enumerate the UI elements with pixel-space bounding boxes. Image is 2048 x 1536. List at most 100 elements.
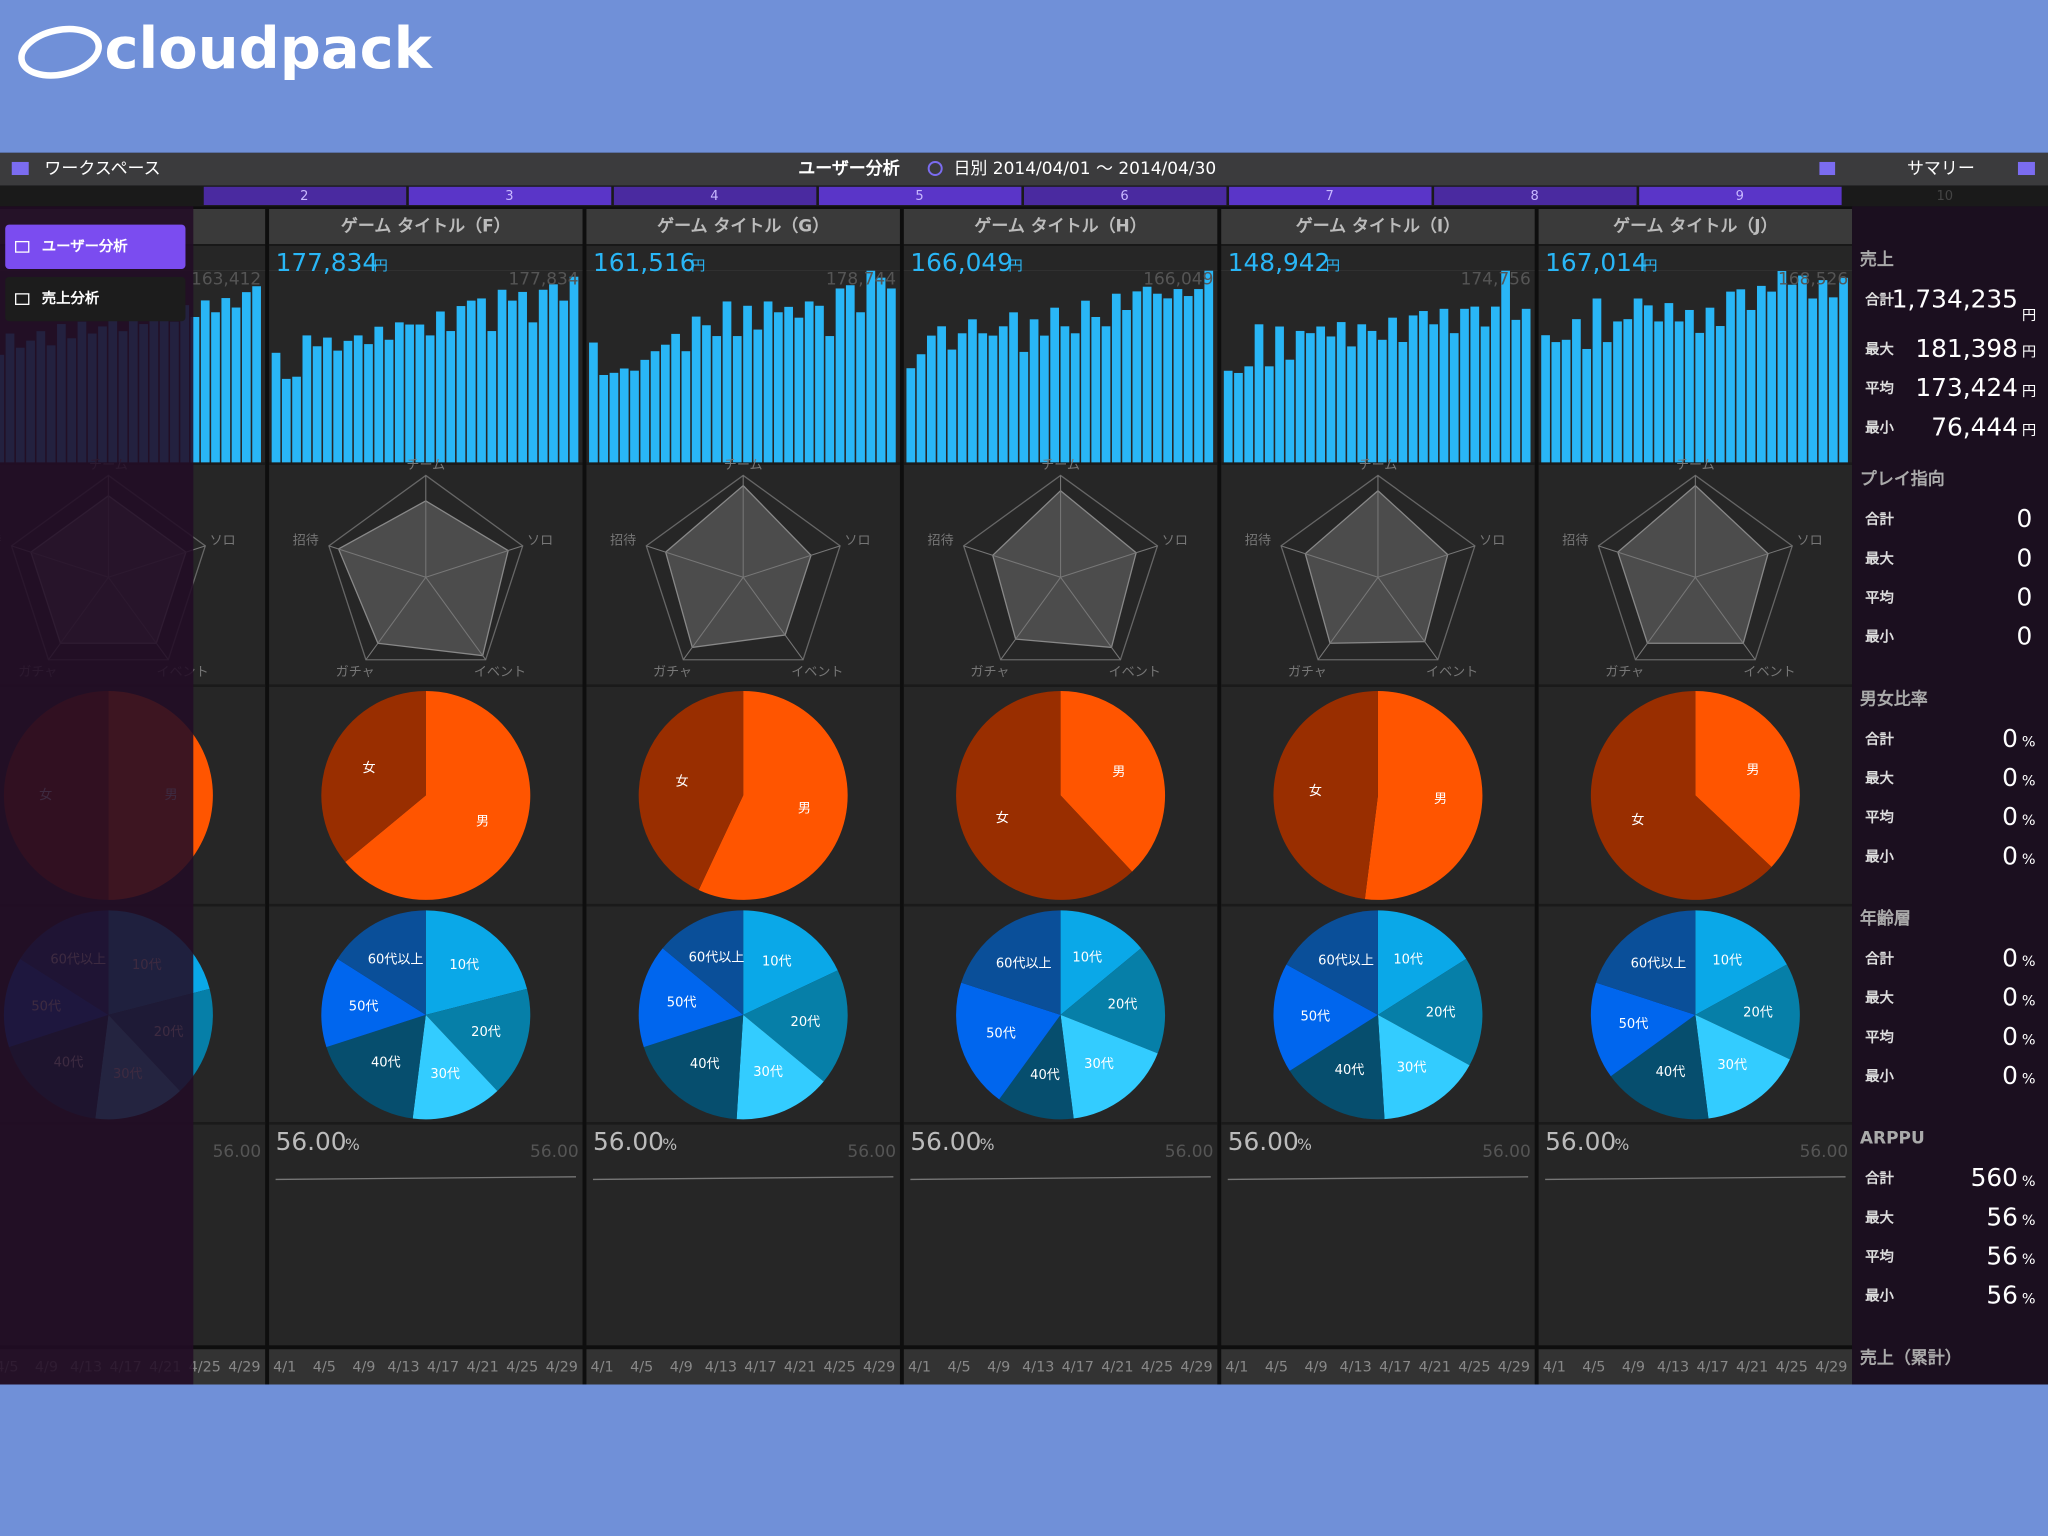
arppu-value: 56.00	[593, 1127, 664, 1156]
sales-bar	[312, 346, 322, 464]
age-pie-slice	[643, 1014, 744, 1120]
sales-bar	[1357, 324, 1367, 464]
sidebar-item[interactable]	[5, 276, 186, 322]
age-pie-label: 30代	[1084, 1057, 1114, 1072]
radar-axis-label: ガチャ	[970, 665, 1009, 680]
sales-bar	[1501, 270, 1510, 464]
workspace-label: ワークスペース	[44, 159, 160, 179]
sales-bar	[1736, 289, 1746, 464]
stat-value: 0	[2002, 983, 2018, 1012]
stat-unit: %	[2022, 1072, 2036, 1088]
sales-bar	[660, 344, 670, 464]
age-pie-label: 60代以上	[689, 951, 745, 966]
timeline-segment[interactable]	[613, 186, 817, 206]
sales-bar	[609, 372, 619, 464]
sales-bar	[436, 311, 445, 464]
sales-bar	[343, 340, 353, 464]
date-tick: 4/17	[1379, 1360, 1411, 1376]
sales-bar	[763, 301, 773, 464]
column-title: ゲーム タイトル（H）	[974, 216, 1146, 237]
timeline-label: 10	[1937, 189, 1954, 204]
sales-value: 177,834	[276, 248, 379, 277]
stat-label: 最小	[1865, 419, 1894, 436]
timeline-segment[interactable]	[408, 186, 612, 206]
summary-title: 売上	[1860, 249, 1894, 270]
age-pie-slice	[1595, 910, 1696, 1015]
menu-icon[interactable]	[11, 161, 29, 176]
sales-unit: 円	[1008, 258, 1022, 274]
sales-max: 177,834	[508, 270, 578, 290]
gender-pie-slice	[1273, 690, 1378, 900]
age-pie-label: 20代	[791, 1015, 821, 1030]
stat-value: 0	[2017, 582, 2033, 611]
stat-unit: 円	[2022, 384, 2036, 400]
radar-spoke	[365, 576, 427, 661]
radar-axis-label: チーム	[1359, 458, 1398, 473]
sales-bar	[1388, 317, 1397, 464]
column-header	[269, 208, 583, 245]
sidebar-label: ユーザー分析	[42, 237, 129, 255]
timeline-segment[interactable]	[818, 186, 1022, 206]
radar-spoke	[425, 545, 523, 578]
grid-icon[interactable]	[1819, 161, 1836, 176]
timeline-segment[interactable]	[1024, 186, 1227, 206]
age-pie-label: 60代以上	[996, 957, 1052, 972]
radar-axis-label: ガチャ	[336, 665, 375, 680]
sales-bar	[856, 312, 865, 464]
sales-bar	[1521, 308, 1531, 464]
list-icon[interactable]	[2017, 161, 2035, 176]
date-tick: 4/9	[1622, 1360, 1645, 1376]
arppu-line	[1227, 1176, 1529, 1181]
date-tick: 4/25	[506, 1360, 538, 1376]
age-pie-label: 60代以上	[368, 952, 424, 967]
sales-bar	[702, 325, 711, 464]
summary-title: ARPPU	[1860, 1129, 1925, 1149]
sales-bar	[1019, 351, 1029, 464]
sales-bar	[1398, 341, 1408, 464]
sales-bar	[743, 305, 752, 464]
date-tick: 4/17	[1062, 1360, 1094, 1376]
arppu-max: 56.00	[213, 1142, 262, 1162]
sales-bar	[599, 374, 609, 464]
date-tick: 4/29	[546, 1360, 578, 1376]
radar-spoke	[1694, 576, 1756, 661]
radar-spoke	[743, 545, 841, 578]
timeline-segment[interactable]	[1639, 186, 1842, 206]
radar-spoke	[425, 576, 487, 661]
age-pie-slice	[1377, 910, 1467, 1015]
sales-bar	[1787, 284, 1797, 464]
sales-bar	[190, 316, 200, 464]
clock-icon	[927, 160, 943, 176]
sales-bar	[1715, 326, 1725, 464]
arppu-line	[275, 1176, 577, 1181]
radar-axis-label: ソロ	[210, 533, 236, 548]
sidebar	[0, 206, 194, 1385]
sales-bar	[549, 284, 558, 464]
age-pie-label: 60代以上	[1631, 957, 1687, 972]
sales-unit: 円	[691, 258, 705, 274]
sidebar-item[interactable]	[5, 224, 186, 270]
timeline-segment[interactable]	[1229, 186, 1432, 206]
sales-bar	[1756, 285, 1766, 464]
stat-value: 0	[2002, 1061, 2018, 1090]
timeline-label: 5	[915, 189, 923, 204]
age-pie-label: 50代	[986, 1027, 1016, 1042]
age-pie-slice	[1060, 910, 1142, 1015]
gender-pie-label: 男	[1434, 792, 1447, 807]
date-tick: 4/13	[387, 1360, 419, 1376]
age-pie-slice	[1289, 1014, 1385, 1120]
age-pie-label: 30代	[430, 1067, 460, 1082]
stat-label: 最小	[1865, 629, 1894, 646]
radar-shape	[992, 489, 1137, 649]
sales-bar	[1367, 330, 1377, 464]
age-pie-slice	[1273, 964, 1378, 1071]
stat-unit: %	[2022, 852, 2036, 868]
stat-value: 56	[1986, 1242, 2018, 1271]
timeline-segment[interactable]	[203, 186, 407, 206]
timeline-segment[interactable]	[1434, 186, 1637, 206]
summary-title: プレイ指向	[1860, 469, 1945, 490]
stat-label: 合計	[1865, 290, 1894, 308]
sales-bar	[1449, 333, 1459, 464]
sidebar-label: 売上分析	[42, 289, 100, 307]
date-tick: 4/29	[1180, 1360, 1212, 1376]
